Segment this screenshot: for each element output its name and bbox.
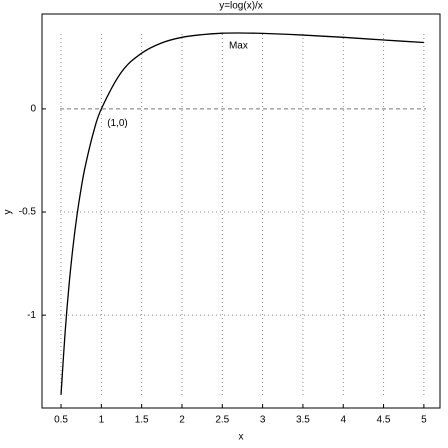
plot-frame xyxy=(41,13,441,409)
y-tick-label: -1 xyxy=(27,310,36,321)
x-tick-label: 4.5 xyxy=(377,415,391,426)
x-tick-label: 2 xyxy=(179,415,185,426)
x-tick-label: 1 xyxy=(99,415,105,426)
annotation: Max xyxy=(229,40,248,51)
x-tick-label: 3.5 xyxy=(296,415,310,426)
chart-title: y=log(x)/x xyxy=(219,1,263,12)
x-axis-label: x xyxy=(239,432,244,443)
y-tick-label: -0.5 xyxy=(19,207,37,218)
x-tick-label: 3 xyxy=(260,415,266,426)
y-axis-label: y xyxy=(3,210,14,215)
y-tick-label: 0 xyxy=(30,104,36,115)
x-tick-label: 2.5 xyxy=(215,415,229,426)
x-tick-label: 5 xyxy=(421,415,427,426)
line-series xyxy=(60,32,424,395)
x-tick-label: 0.5 xyxy=(54,415,68,426)
x-tick-label: 4 xyxy=(340,415,346,426)
x-tick-label: 1.5 xyxy=(135,415,149,426)
annotation: (1,0) xyxy=(107,118,128,129)
